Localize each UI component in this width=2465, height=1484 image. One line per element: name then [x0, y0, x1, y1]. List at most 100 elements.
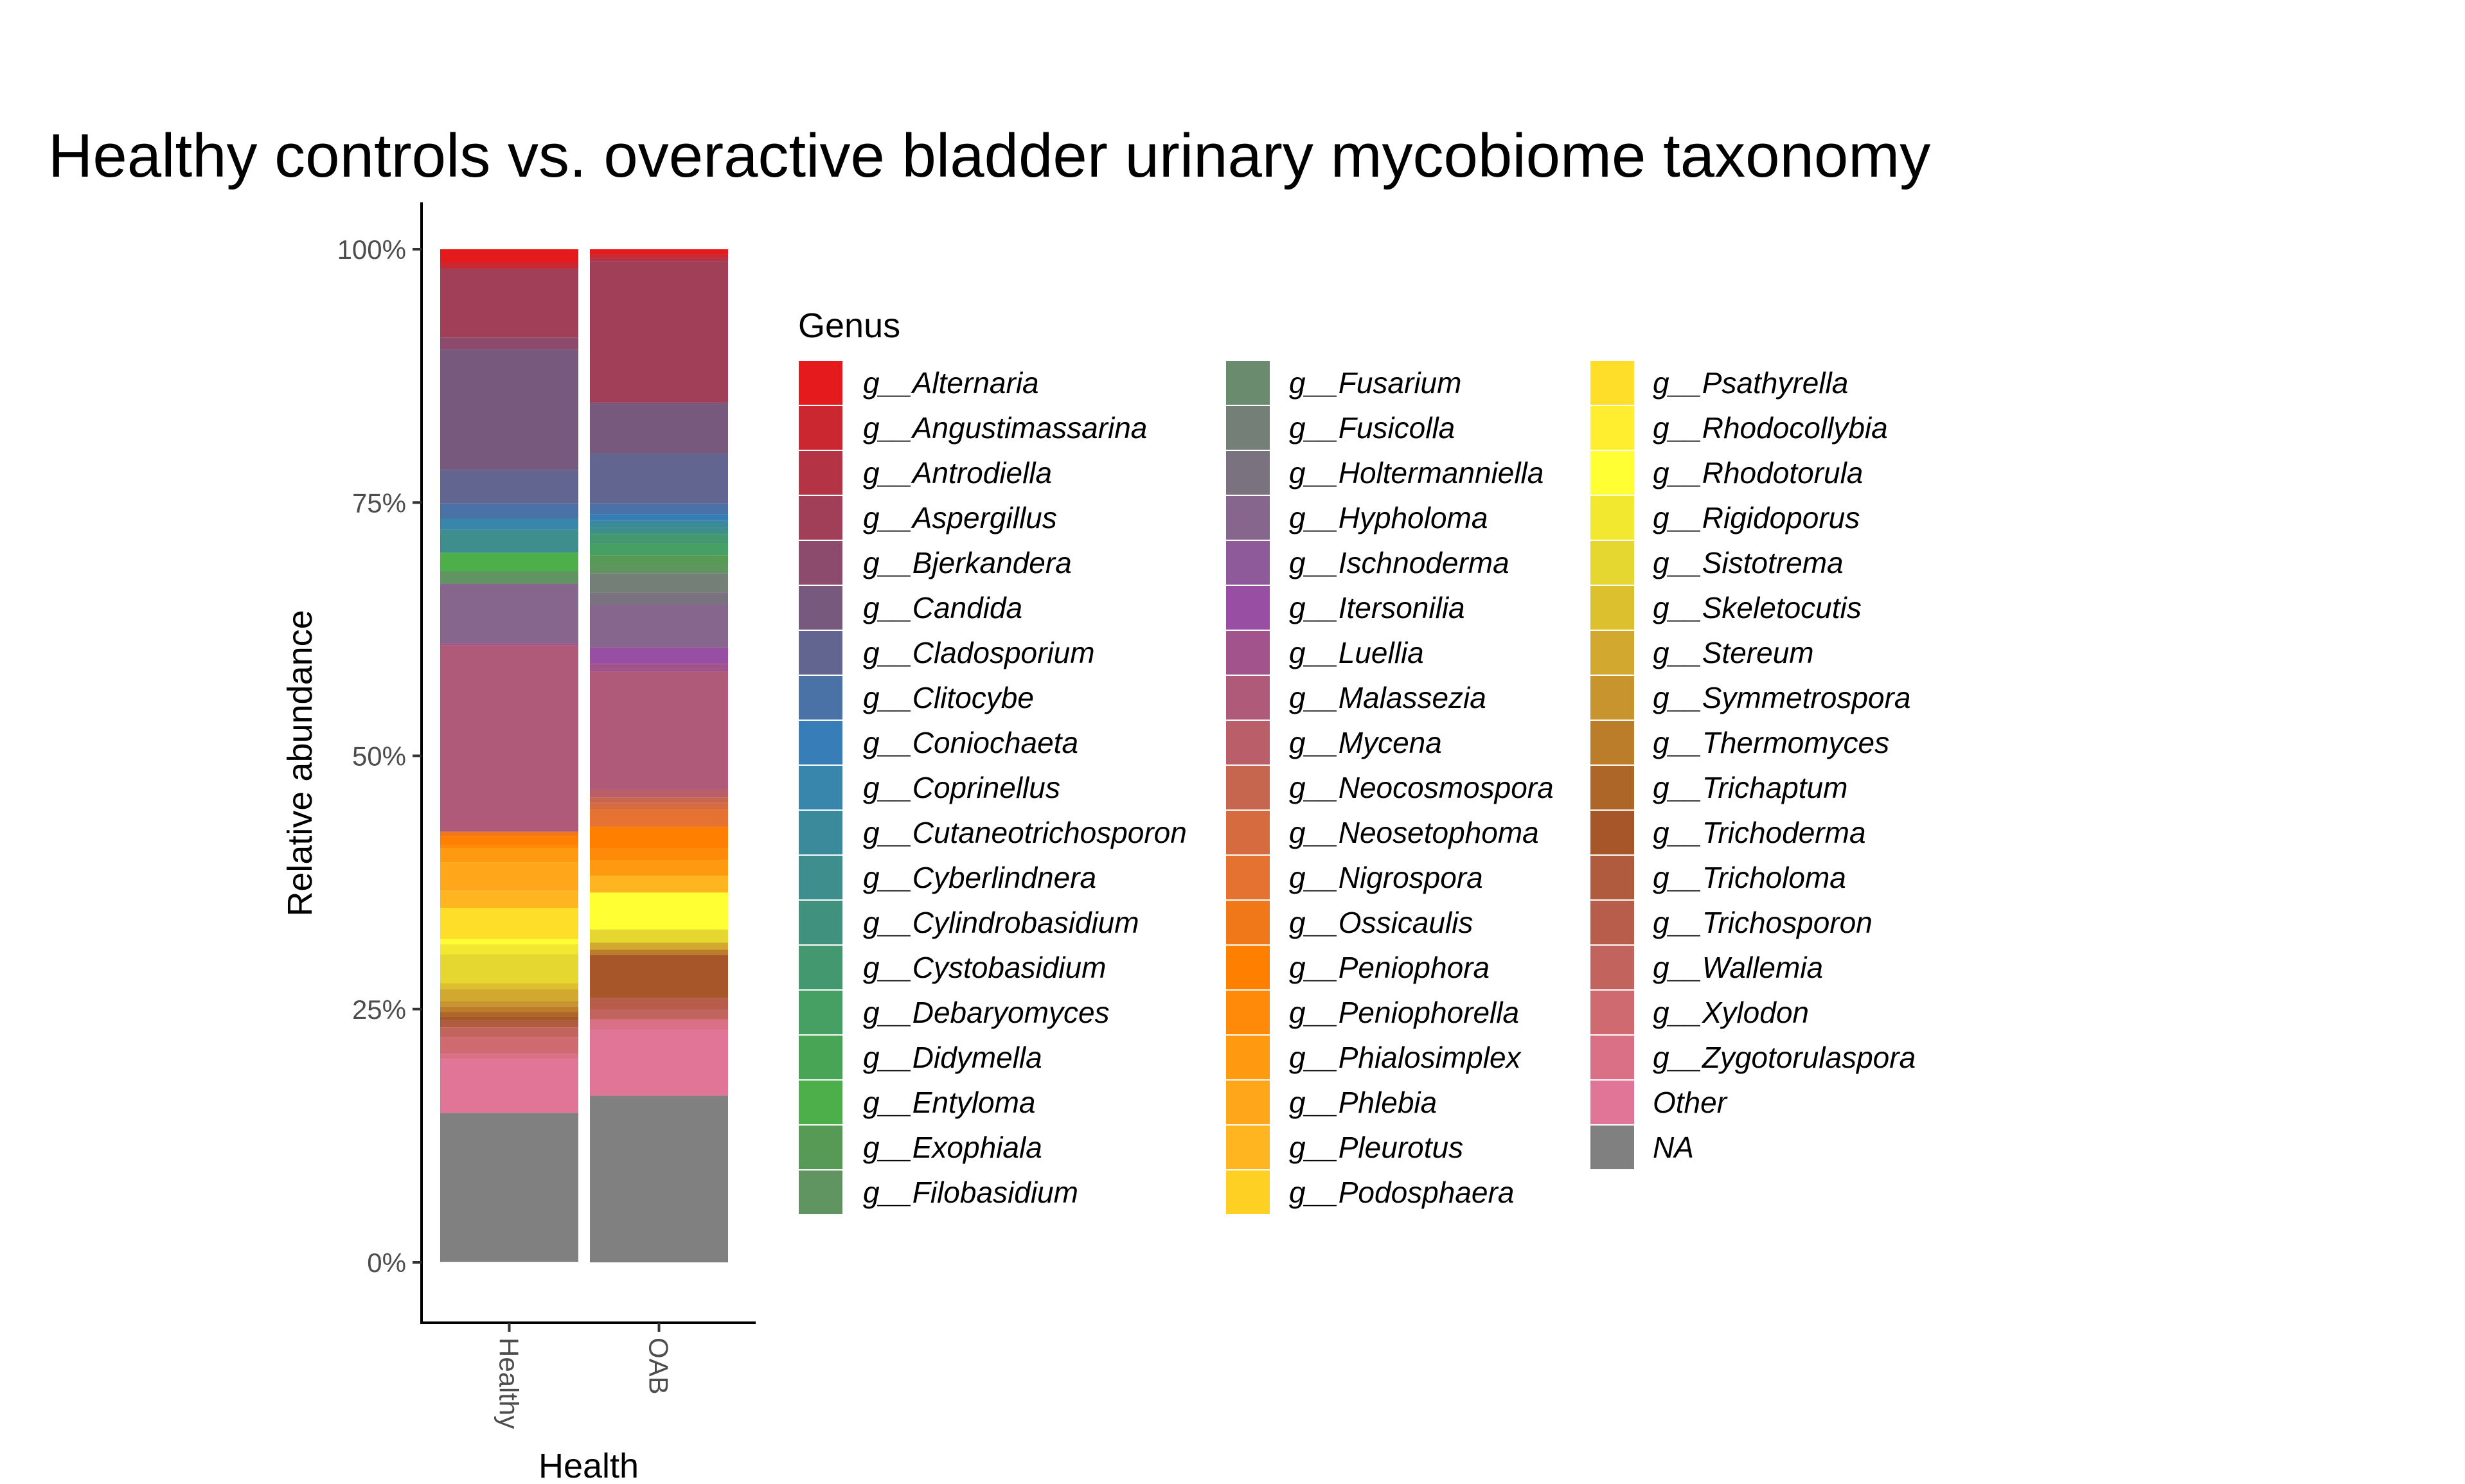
- legend-item: g__Stereum: [1590, 631, 1814, 675]
- legend-label: g__Cutaneotrichosporon: [863, 816, 1187, 849]
- legend-label: g__Cylindrobasidium: [863, 906, 1139, 939]
- legend-swatch: [1590, 361, 1634, 405]
- legend-item: g__Aspergillus: [799, 496, 1057, 540]
- bar-segment-healthy-peniophorella: [440, 844, 578, 849]
- legend-swatch: [1590, 946, 1634, 989]
- legend-item: g__Podosphaera: [1226, 1170, 1514, 1214]
- bar-segment-oab-neocosmospora: [590, 797, 728, 803]
- bar-segment-healthy-peniophora: [440, 836, 578, 845]
- legend-swatch: [1226, 631, 1270, 675]
- legend-item: g__Didymella: [799, 1036, 1042, 1079]
- legend-label: g__Zygotorulaspora: [1653, 1041, 1916, 1074]
- legend-item: g__Trichaptum: [1590, 766, 1847, 809]
- legend-swatch: [1590, 1081, 1634, 1124]
- bar-segment-oab-mycena: [590, 789, 728, 798]
- y-ticks: 0% 25% 50% 75% 100%: [337, 234, 422, 1278]
- legend-swatch: [1226, 721, 1270, 764]
- bar-segment-oab-stereum: [590, 942, 728, 950]
- legend-item: g__Coniochaeta: [799, 721, 1078, 764]
- legend-swatch: [799, 766, 842, 809]
- legend-item: Other: [1590, 1081, 1728, 1124]
- bar-segment-healthy-malassezia: [440, 645, 578, 832]
- bar-segment-oab-antrodiella: [590, 258, 728, 261]
- legend-item: g__Pleurotus: [1226, 1126, 1463, 1169]
- legend-item: g__Zygotorulaspora: [1590, 1036, 1916, 1079]
- legend-label: g__Trichosporon: [1653, 906, 1873, 939]
- bar-segment-oab-itersonilia: [590, 647, 728, 664]
- legend-swatch: [1226, 1170, 1270, 1214]
- y-tick-label: 25%: [352, 994, 406, 1025]
- legend-swatch: [799, 901, 842, 944]
- bar-segment-healthy-tricholoma: [440, 1020, 578, 1028]
- legend-swatch: [1590, 541, 1634, 585]
- legend-item: g__Holtermanniella: [1226, 451, 1544, 495]
- bar-segment-healthy-rigidoporus: [440, 944, 578, 955]
- bar-segment-healthy-bjerkandera: [440, 337, 578, 350]
- legend-item: g__Symmetrospora: [1590, 676, 1910, 720]
- bar-segment-healthy-filobasidium: [440, 571, 578, 584]
- legend-swatch: [1226, 496, 1270, 540]
- legend-label: g__Candida: [863, 591, 1022, 624]
- legend-item: g__Mycena: [1226, 721, 1442, 764]
- bar-segment-oab-filobasidium: [590, 565, 728, 574]
- legend-label: g__Stereum: [1653, 636, 1814, 669]
- bar-segment-oab-hypholoma: [590, 605, 728, 648]
- bars: [440, 249, 728, 1262]
- legend-item: g__Rhodocollybia: [1590, 406, 1888, 450]
- x-tick-label-healthy: Healthy: [494, 1338, 524, 1429]
- legend-item: g__Wallemia: [1590, 946, 1823, 989]
- legend-swatch: [799, 1036, 842, 1079]
- bar-segment-oab-clitocybe: [590, 503, 728, 515]
- legend-swatch: [799, 676, 842, 720]
- y-axis-title: Relative abundance: [281, 610, 319, 916]
- bar-segment-oab-nigrospora: [590, 809, 728, 827]
- bar-segment-healthy-trichoderma: [440, 1016, 578, 1021]
- bar-segment-healthy-sistotrema: [440, 954, 578, 984]
- legend-label: g__Malassezia: [1289, 681, 1486, 714]
- bar-segment-healthy-entyloma: [440, 552, 578, 572]
- legend-swatch: [1226, 766, 1270, 809]
- legend-item: g__Itersonilia: [1226, 586, 1465, 630]
- legend-swatch: [799, 1126, 842, 1169]
- bar-segment-oab-cystobasidium: [590, 534, 728, 544]
- bar-segment-healthy-ossicaulis: [440, 831, 578, 836]
- bar-segment-oab-fusicolla: [590, 573, 728, 593]
- x-ticks: Healthy OAB: [494, 1323, 674, 1429]
- legend-swatch: [1590, 721, 1634, 764]
- legend-item: NA: [1590, 1126, 1694, 1169]
- legend-item: g__Peniophora: [1226, 946, 1490, 989]
- legend-label: g__Angustimassarina: [863, 411, 1147, 445]
- legend-item: g__Neocosmospora: [1226, 766, 1554, 809]
- bar-segment-healthy-rhodotorula: [440, 939, 578, 944]
- bar-segment-healthy-other: [440, 1059, 578, 1113]
- bar-segment-healthy-symmetrospora: [440, 1001, 578, 1007]
- legend-swatch: [1226, 811, 1270, 854]
- legend-swatch: [1226, 451, 1270, 495]
- legend-label: g__Tricholoma: [1653, 861, 1846, 894]
- legend-swatch: [799, 406, 842, 450]
- legend-label: g__Rhodotorula: [1653, 456, 1863, 490]
- legend-label: g__Phlebia: [1289, 1086, 1437, 1119]
- legend-label: g__Rigidoporus: [1653, 501, 1860, 534]
- bar-segment-healthy-coprinellus: [440, 518, 578, 530]
- legend-swatch: [1590, 811, 1634, 854]
- legend-item: g__Neosetophoma: [1226, 811, 1539, 854]
- legend-swatch: [1590, 676, 1634, 720]
- bar-segment-oab-na: [590, 1095, 728, 1262]
- legend-swatch: [1226, 1036, 1270, 1079]
- legend-swatch: [1226, 901, 1270, 944]
- legend-title: Genus: [798, 306, 900, 345]
- legend-swatch: [1226, 856, 1270, 899]
- legend-swatch: [1590, 901, 1634, 944]
- legend-item: g__Tricholoma: [1590, 856, 1846, 899]
- x-axis-title: Health: [538, 1447, 639, 1484]
- legend-label: g__Symmetrospora: [1653, 681, 1910, 714]
- bar-segment-healthy-angustimassarina: [440, 262, 578, 269]
- legend-swatch: [799, 541, 842, 585]
- legend-label: g__Didymella: [863, 1041, 1042, 1074]
- bar-segment-oab-wallemia: [590, 1009, 728, 1020]
- bar-segment-oab-zygotorulaspora: [590, 1020, 728, 1030]
- legend-item: g__Phialosimplex: [1226, 1036, 1522, 1079]
- legend-swatch: [1226, 991, 1270, 1034]
